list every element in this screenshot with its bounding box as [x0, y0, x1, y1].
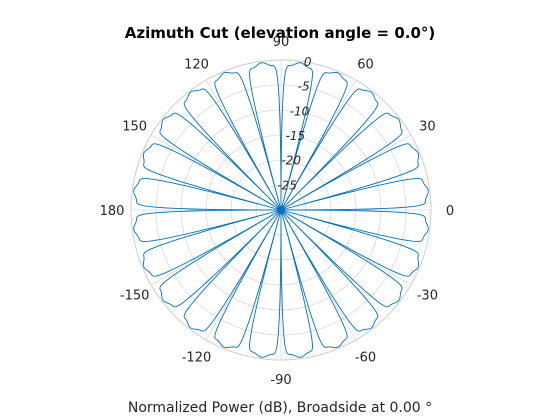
radial-tick-label: 0: [304, 55, 312, 69]
angle-tick-label: 180: [100, 204, 125, 219]
radial-tick-label: -25: [277, 178, 297, 192]
angle-tick-label: -60: [355, 350, 376, 365]
angle-tick-label: 60: [357, 58, 374, 73]
angle-tick-label: 150: [122, 120, 147, 135]
chart-title: Azimuth Cut (elevation angle = 0.0°): [125, 24, 436, 42]
angle-tick-label: 0: [446, 204, 454, 219]
angle-tick-label: 30: [419, 120, 436, 135]
radial-tick-labels: 0 -5 -10 -15 -20 -25: [277, 55, 312, 192]
angle-tick-label: -90: [270, 373, 291, 388]
radial-tick-label: -5: [298, 80, 310, 94]
radial-tick-label: -15: [286, 129, 306, 143]
series-line: [133, 62, 429, 358]
radial-tick-label: -10: [290, 104, 310, 118]
radial-tick-label: -20: [281, 154, 301, 168]
angle-tick-label: -150: [120, 289, 150, 304]
series-group: [133, 62, 429, 358]
angle-tick-label: 90: [273, 35, 290, 50]
angle-tick-label: 120: [184, 58, 209, 73]
angle-tick-label: -120: [182, 350, 212, 365]
angle-tick-label: -30: [417, 289, 438, 304]
x-axis-label: Normalized Power (dB), Broadside at 0.00…: [128, 400, 432, 416]
